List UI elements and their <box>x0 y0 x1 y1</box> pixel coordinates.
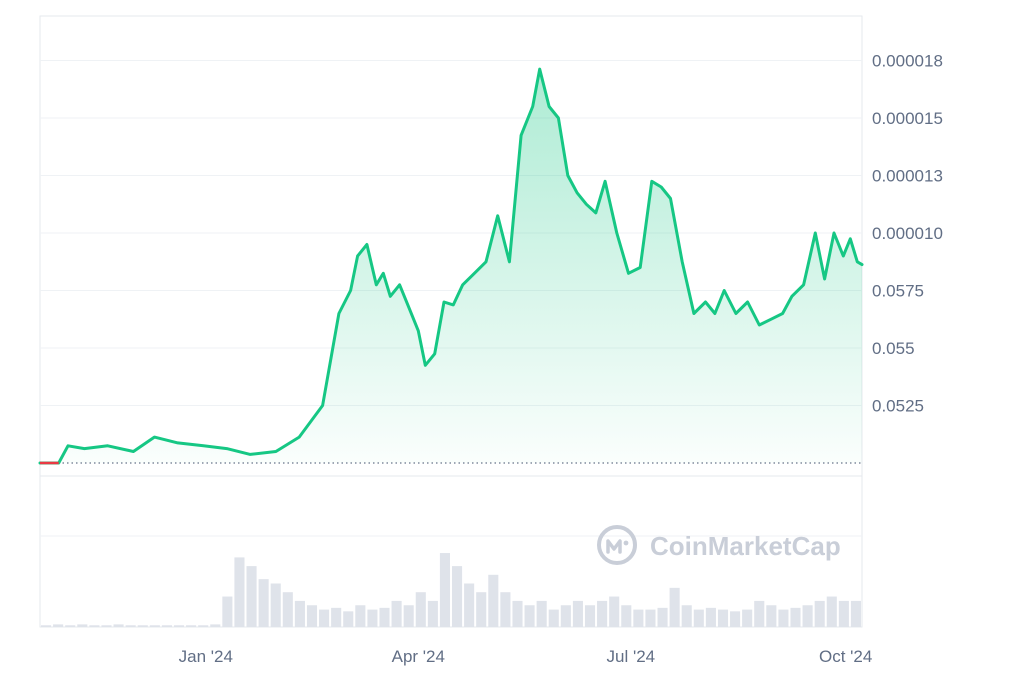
volume-bar <box>851 601 861 627</box>
x-tick-label: Oct '24 <box>819 647 872 666</box>
volume-bar <box>585 605 595 627</box>
volume-bar <box>476 592 486 627</box>
volume-bar <box>355 605 365 627</box>
x-tick-label: Jan '24 <box>179 647 233 666</box>
volume-bar <box>101 625 111 627</box>
volume-bar <box>150 625 160 627</box>
volume-bar <box>754 601 764 627</box>
y-tick-label: 0.000015 <box>872 109 943 128</box>
price-area-fill <box>40 69 862 463</box>
y-tick-label: 0.0525 <box>872 397 924 416</box>
volume-bar <box>367 610 377 627</box>
volume-bar <box>247 566 257 627</box>
price-area <box>40 69 862 463</box>
volume-bars <box>41 553 861 627</box>
volume-bar <box>645 610 655 627</box>
y-tick-label: 0.0575 <box>872 282 924 301</box>
volume-bar <box>537 601 547 627</box>
volume-bar <box>138 625 148 627</box>
volume-bar <box>259 579 269 627</box>
volume-bar <box>331 608 341 627</box>
volume-bar <box>65 625 75 627</box>
volume-bar <box>77 624 87 627</box>
volume-bar <box>114 624 124 627</box>
volume-bar <box>597 601 607 627</box>
volume-bar <box>790 608 800 627</box>
volume-bar <box>488 575 498 627</box>
x-tick-label: Apr '24 <box>392 647 445 666</box>
volume-bar <box>198 625 208 627</box>
volume-bar <box>452 566 462 627</box>
volume-bar <box>271 584 281 628</box>
volume-bar <box>416 592 426 627</box>
x-axis-ticks: Jan '24 Apr '24 Jul '24 Oct '24 <box>179 647 873 666</box>
volume-bar <box>319 610 329 627</box>
y-axis-ticks: 0.0525 0.055 0.0575 0.000010 0.000013 0.00001… <box>872 52 943 416</box>
volume-bar <box>174 625 184 627</box>
volume-bar <box>670 588 680 627</box>
volume-bar <box>633 610 643 627</box>
volume-bar <box>379 608 389 627</box>
x-tick-label: Jul '24 <box>607 647 656 666</box>
y-tick-label: 0.000010 <box>872 224 943 243</box>
volume-bar <box>234 557 244 627</box>
volume-bar <box>778 610 788 627</box>
y-tick-label: 0.000018 <box>872 52 943 71</box>
volume-bar <box>392 601 402 627</box>
volume-bar <box>573 601 583 627</box>
volume-bar <box>343 611 353 627</box>
volume-bar <box>609 597 619 627</box>
volume-bar <box>839 601 849 627</box>
volume-bar <box>730 611 740 627</box>
volume-bar <box>53 624 63 627</box>
volume-bar <box>162 625 172 627</box>
volume-bar <box>210 624 220 627</box>
volume-bar <box>621 605 631 627</box>
coinmarketcap-logo-icon <box>599 527 635 563</box>
volume-bar <box>186 625 196 627</box>
volume-bar <box>89 625 99 627</box>
volume-bar <box>718 610 728 627</box>
volume-bar <box>428 601 438 627</box>
volume-bar <box>500 592 510 627</box>
volume-bar <box>404 605 414 627</box>
volume-bar <box>295 601 305 627</box>
y-tick-label: 0.055 <box>872 339 915 358</box>
volume-bar <box>815 601 825 627</box>
watermark-text: CoinMarketCap <box>650 531 841 561</box>
y-tick-label: 0.000013 <box>872 167 943 186</box>
volume-bar <box>222 597 232 627</box>
volume-bar <box>283 592 293 627</box>
volume-bar <box>126 625 136 627</box>
volume-bar <box>742 610 752 627</box>
volume-bar <box>41 625 51 627</box>
volume-bar <box>658 608 668 627</box>
volume-bar <box>694 610 704 627</box>
volume-bar <box>525 605 535 627</box>
volume-bar <box>682 605 692 627</box>
volume-bar <box>464 584 474 628</box>
volume-bar <box>561 605 571 627</box>
volume-bar <box>827 597 837 627</box>
volume-bar <box>512 601 522 627</box>
volume-bar <box>766 605 776 627</box>
volume-bar <box>440 553 450 627</box>
volume-bar <box>803 605 813 627</box>
watermark: CoinMarketCap <box>599 527 841 563</box>
volume-bar <box>706 608 716 627</box>
volume-bar <box>549 610 559 627</box>
volume-bar <box>307 605 317 627</box>
